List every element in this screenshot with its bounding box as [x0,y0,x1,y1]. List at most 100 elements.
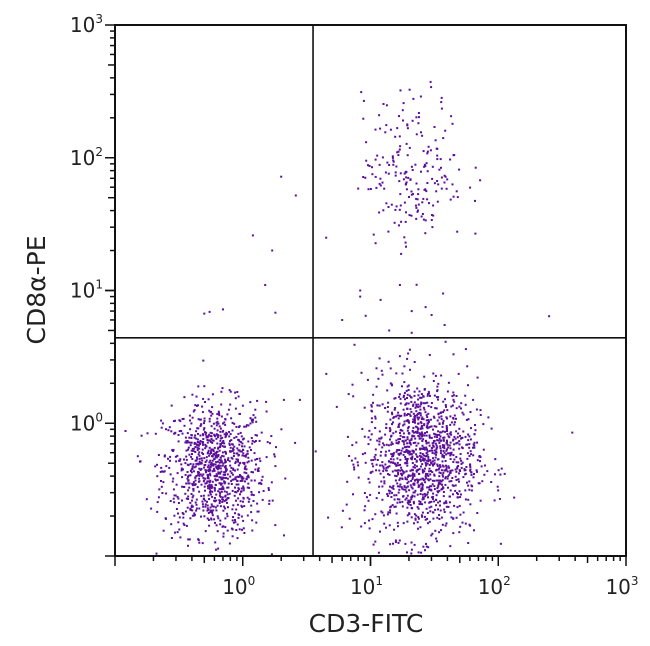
data-point [421,440,424,442]
data-point [162,470,165,473]
data-point [197,444,200,447]
data-point [213,427,216,430]
data-point [436,516,439,519]
data-point [381,403,384,406]
data-point [270,553,273,556]
data-point [198,490,201,493]
data-point [215,474,218,477]
data-point [219,519,222,522]
data-point [464,435,467,438]
data-point [390,441,393,444]
data-point [186,477,189,480]
data-point [479,414,482,416]
data-point [442,421,445,424]
data-point [398,180,401,183]
data-point [246,450,249,453]
data-point [227,459,229,461]
data-point [237,432,240,435]
data-point [187,489,190,492]
data-point [415,514,418,517]
data-point [188,486,191,489]
data-point [237,453,240,456]
data-point [412,491,415,494]
data-point [459,513,462,516]
data-point [416,387,419,390]
data-point [200,457,203,460]
data-point [424,411,427,414]
data-point [365,141,368,144]
data-point [392,421,394,424]
data-point [419,412,422,415]
data-point [367,443,370,446]
data-point [389,428,392,431]
data-point [388,449,391,452]
data-point [187,498,190,500]
data-point [464,403,467,406]
data-point [456,441,459,444]
data-point [422,470,425,473]
data-point [398,449,401,451]
data-point [223,433,226,436]
data-point [205,435,208,437]
data-point [221,464,224,467]
data-point [466,481,468,484]
data-point [447,381,450,384]
data-point [467,384,469,387]
data-point [269,442,271,445]
data-point [382,103,385,105]
data-point [192,463,195,466]
data-point [394,505,397,508]
data-point [571,431,574,434]
data-point [214,483,217,486]
data-point [459,453,462,455]
data-point [432,492,435,495]
data-point [205,445,208,448]
data-point [428,464,431,466]
data-point [476,459,479,462]
data-point [244,455,247,458]
data-point [416,210,419,213]
data-point [225,431,228,434]
data-point [180,430,183,432]
data-point [417,427,420,430]
data-point [247,476,250,479]
data-point [417,122,420,125]
data-point [399,458,402,461]
data-point [217,410,220,413]
data-point [415,465,418,468]
data-point [441,430,444,433]
data-point [392,487,395,490]
data-point [381,461,384,464]
data-point [426,401,429,404]
data-point [451,395,454,398]
data-point [408,432,411,435]
data-point [242,477,245,480]
data-point [207,435,210,438]
data-point [256,510,259,513]
data-point [228,389,231,392]
data-point [391,504,394,507]
data-point [441,460,444,463]
data-point [251,493,253,496]
data-point [214,454,217,457]
data-point [184,436,187,439]
data-point [231,489,234,492]
data-point [387,360,390,363]
data-point [406,397,408,399]
data-point [237,483,240,486]
data-point [224,436,227,439]
data-point [395,464,398,467]
data-point [431,447,434,449]
data-point [440,166,442,169]
data-point [426,459,429,462]
data-point [443,324,446,326]
data-point [401,429,404,432]
data-point [419,478,422,481]
data-point [420,401,423,404]
data-point [406,438,409,441]
data-point [188,436,191,439]
data-point [452,195,455,198]
data-point [221,451,224,454]
data-point [363,492,366,494]
data-point [215,437,218,440]
